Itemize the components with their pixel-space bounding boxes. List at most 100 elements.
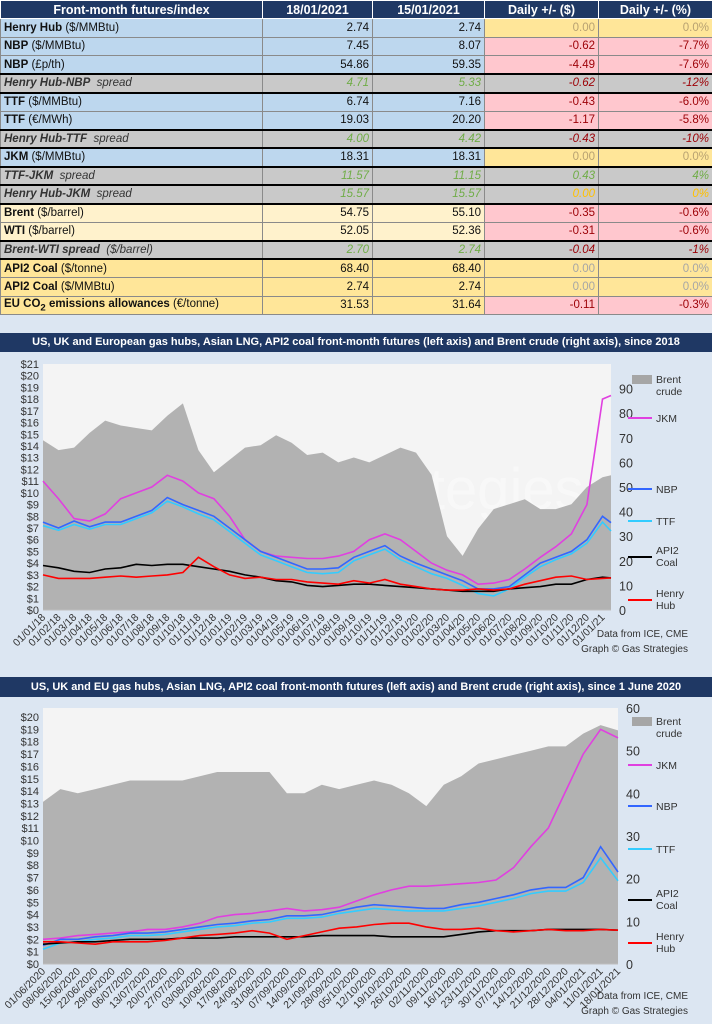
value-15-01: 2.74 xyxy=(372,18,485,38)
label-bold: NBP xyxy=(4,40,29,53)
col-header: 18/01/2021 xyxy=(262,0,373,19)
series-line-jkm xyxy=(42,728,619,941)
right-tick-label: 30 xyxy=(619,530,633,544)
left-tick-label: $15 xyxy=(21,429,39,441)
table-row: TTF-JKM spread 11.57 11.15 0.43 4% xyxy=(0,165,712,186)
row-label: TTF (€/MWh) xyxy=(0,110,263,130)
value-15-01: 15.57 xyxy=(372,184,485,205)
legend-label: API2 xyxy=(656,545,679,557)
right-tick-label: 70 xyxy=(619,432,633,446)
daily-change-usd: -0.43 xyxy=(484,128,599,149)
label-bold: TTF xyxy=(4,96,26,108)
label-bold: Brent xyxy=(4,207,35,219)
row-label: Henry Hub-JKM spread xyxy=(0,184,263,205)
label-unit: spread xyxy=(90,188,132,201)
label-bold: Henry Hub-TTF xyxy=(4,132,88,145)
col-header: Daily +/- ($) xyxy=(484,0,599,19)
table-row: TTF (€/MWh) 19.03 20.20 -1.17 -5.8% xyxy=(0,110,712,130)
row-label: EU CO2 emissions allowances (€/tonne) xyxy=(0,295,263,315)
row-label: API2 Coal ($/tonne) xyxy=(0,258,263,278)
label-unit: ($/tonne) xyxy=(57,262,107,275)
legend-label: Henry xyxy=(656,588,685,600)
left-tick-label: $8 xyxy=(27,860,39,872)
right-tick-label: 50 xyxy=(626,745,640,759)
value-18-01: 2.74 xyxy=(262,18,373,38)
value-18-01: 11.57 xyxy=(262,165,373,186)
label-bold: JKM xyxy=(4,151,29,164)
table-row: NBP ($/MMBtu) 7.45 8.07 -0.62 -7.7% xyxy=(0,36,712,56)
left-tick-label: $2 xyxy=(27,582,39,594)
daily-change-pct: -0.6% xyxy=(598,221,712,241)
right-tick-label: 20 xyxy=(619,555,633,569)
label-bold: API2 Coal xyxy=(4,262,58,275)
right-tick-label: 0 xyxy=(619,604,626,618)
daily-change-pct: 0.0% xyxy=(598,147,712,167)
value-18-01: 2.74 xyxy=(262,277,373,297)
left-tick-label: $11 xyxy=(21,823,39,835)
table-row: Brent-WTI spread ($/barrel) 2.70 2.74 -0.04… xyxy=(0,239,712,260)
left-tick-label: $7 xyxy=(27,873,39,885)
daily-change-usd: -0.35 xyxy=(484,203,599,223)
left-tick-label: $4 xyxy=(27,910,39,922)
left-tick-label: $6 xyxy=(27,885,39,897)
label-unit: ($/MMBtu) xyxy=(57,280,115,293)
left-tick-label: $13 xyxy=(21,453,39,465)
right-tick-label: 30 xyxy=(626,830,640,844)
legend-label: Coal xyxy=(656,557,678,569)
label-bold: TTF xyxy=(4,114,26,126)
daily-change-pct: -0.6% xyxy=(598,203,712,223)
legend-label: Henry xyxy=(656,931,685,943)
table-row: Henry Hub-NBP spread 4.71 5.33 -0.62 -12% xyxy=(0,73,712,94)
label-unit: spread xyxy=(53,169,95,182)
left-tick-label: $3 xyxy=(27,922,39,934)
daily-change-usd: 0.00 xyxy=(484,18,599,38)
row-label: TTF-JKM spread xyxy=(0,165,263,186)
daily-change-pct: 0.0% xyxy=(598,277,712,297)
daily-change-pct: -7.6% xyxy=(598,55,712,75)
series-line-henry-hub xyxy=(42,556,612,591)
right-tick-label: 40 xyxy=(626,787,640,801)
daily-change-pct: -10% xyxy=(598,128,712,149)
daily-change-pct: -0.3% xyxy=(598,295,712,315)
value-18-01: 18.31 xyxy=(262,147,373,167)
table-header-row: Front-month futures/index 18/01/2021 15/… xyxy=(0,0,712,19)
value-15-01: 18.31 xyxy=(372,147,485,167)
series-line-henry-hub xyxy=(43,922,619,946)
legend-label: crude xyxy=(656,386,682,398)
value-18-01: 31.53 xyxy=(262,295,373,315)
label-unit: spread xyxy=(87,132,129,145)
label-unit: ($/MMBtu) xyxy=(62,21,120,34)
value-18-01: 54.75 xyxy=(262,203,373,223)
label-unit: (€/tonne) xyxy=(169,297,219,310)
daily-change-usd: -0.62 xyxy=(484,36,599,56)
left-tick-label: $12 xyxy=(21,811,39,823)
value-18-01: 15.57 xyxy=(262,184,373,205)
value-15-01: 20.20 xyxy=(372,110,485,130)
left-tick-label: $21 xyxy=(21,359,39,371)
label-unit: ($/MMBtu) xyxy=(25,96,82,108)
label-bold: TTF-JKM xyxy=(4,169,54,182)
daily-change-pct: 0.0% xyxy=(598,258,712,278)
left-tick-label: $20 xyxy=(21,371,39,383)
left-tick-label: $14 xyxy=(21,786,39,798)
value-15-01: 55.10 xyxy=(372,203,485,223)
daily-change-pct: 0.0% xyxy=(598,18,712,38)
legend-label: TTF xyxy=(656,844,675,856)
chart1-title: US, UK and European gas hubs, Asian LNG,… xyxy=(0,333,712,352)
right-tick-label: 80 xyxy=(619,407,633,421)
source-note: Data from ICE, CME xyxy=(597,991,688,1002)
left-tick-label: $7 xyxy=(27,523,39,535)
left-tick-label: $18 xyxy=(21,394,39,406)
daily-change-pct: 0% xyxy=(598,184,712,205)
label-unit: spread xyxy=(90,77,132,90)
daily-change-pct: -5.8% xyxy=(598,110,712,130)
label-unit: ($/MMBtu) xyxy=(28,151,86,164)
row-label: NBP ($/MMBtu) xyxy=(0,36,263,56)
right-tick-label: 20 xyxy=(626,873,640,887)
value-15-01: 5.33 xyxy=(372,73,485,94)
legend-label: JKM xyxy=(656,413,677,425)
label-bold: API2 Coal xyxy=(4,280,58,293)
label-unit: (€/MWh) xyxy=(25,114,73,126)
table-row: API2 Coal ($/tonne) 68.40 68.40 0.00 0.0% xyxy=(0,258,712,278)
value-15-01: 31.64 xyxy=(372,295,485,315)
